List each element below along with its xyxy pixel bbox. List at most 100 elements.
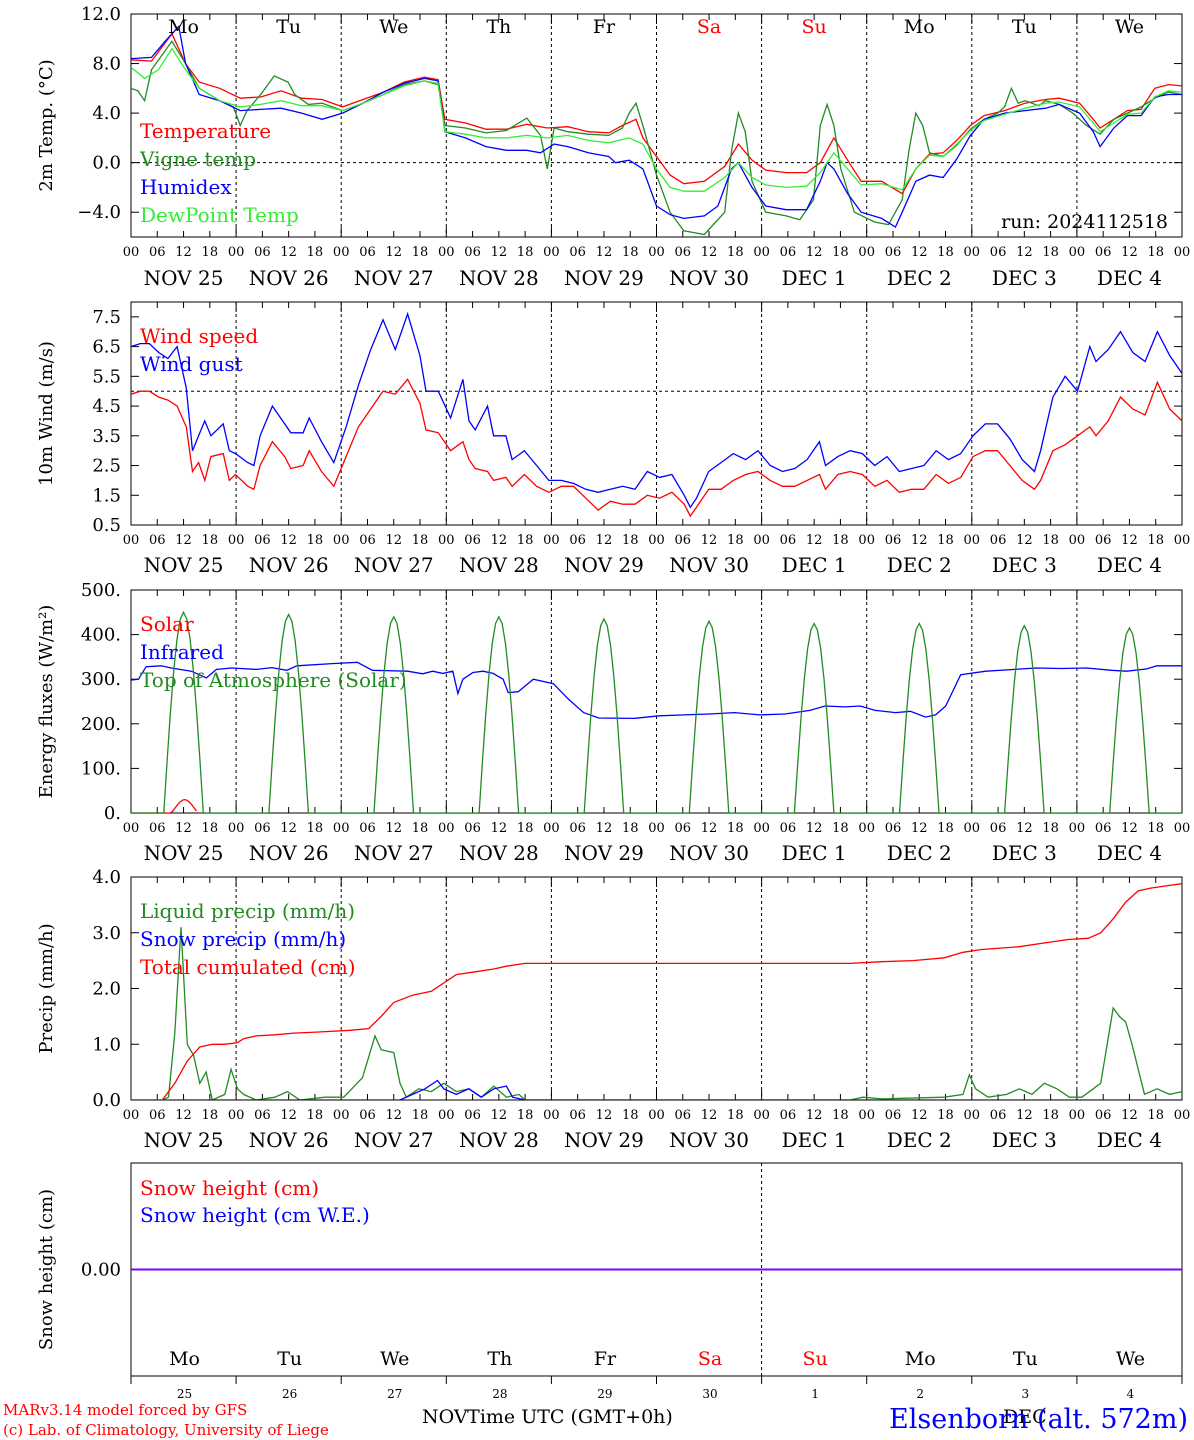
x-hour-label: 00	[438, 1108, 455, 1123]
x-date-label: NOV 30	[669, 1128, 749, 1152]
x-hour-label: 12	[806, 821, 823, 836]
x-hour-label: 18	[307, 533, 324, 548]
x-hour-label: 18	[832, 533, 849, 548]
legend-entry: DewPoint Temp	[140, 203, 299, 227]
series-line-solar	[131, 798, 198, 813]
x-date-label: DEC 1	[782, 1128, 847, 1152]
run-annotation: run: 2024112518	[1001, 211, 1168, 233]
x-date-label: DEC 2	[887, 1128, 952, 1152]
x-hour-label: 00	[228, 245, 245, 260]
x-date-label: NOV 28	[459, 266, 539, 290]
x-date-label: NOV 27	[354, 841, 434, 865]
x-hour-label: 06	[675, 245, 692, 260]
x-date-label: NOV 27	[354, 553, 434, 577]
x-hour-label: 00	[123, 1108, 140, 1123]
x-hour-label: 00	[858, 821, 875, 836]
x-hour-label: 06	[569, 533, 586, 548]
weekday-label: Sa	[698, 1348, 722, 1370]
x-hour-label: 12	[175, 821, 192, 836]
x-hour-label: 06	[1095, 533, 1112, 548]
x-date-label: DEC 1	[782, 841, 847, 865]
x-hour-label: 12	[175, 1108, 192, 1123]
weekday-label: Mo	[905, 1348, 936, 1370]
weekday-label: Th	[486, 16, 511, 38]
x-hour-label: 00	[123, 821, 140, 836]
x-hour-label: 12	[701, 1108, 718, 1123]
x-date-label: DEC 4	[1097, 1128, 1162, 1152]
y-axis-label: Snow height (cm)	[36, 1189, 57, 1350]
x-hour-label: 12	[806, 533, 823, 548]
x-date-label: NOV 30	[669, 266, 749, 290]
x-hour-label: 00	[438, 245, 455, 260]
x-hour-label: 12	[385, 1108, 402, 1123]
x-hour-label: 12	[806, 245, 823, 260]
y-tick-label: 1.5	[92, 485, 121, 506]
y-axis-label: 10m Wind (m/s)	[36, 341, 57, 486]
x-hour-label: 18	[1147, 533, 1164, 548]
x-date-label: DEC 4	[1097, 266, 1162, 290]
x-hour-label: 18	[202, 821, 219, 836]
x-hour-label: 18	[517, 1108, 534, 1123]
y-tick-label: 8.0	[92, 54, 121, 75]
x-hour-label: 06	[149, 821, 166, 836]
x-hour-label: 12	[1016, 821, 1033, 836]
weekday-label: We	[1115, 16, 1144, 38]
x-hour-label: 06	[149, 1108, 166, 1123]
x-hour-label: 06	[359, 1108, 376, 1123]
x-hour-label: 00	[648, 245, 665, 260]
legend-entry: Infrared	[140, 640, 224, 664]
y-tick-label: 12.0	[81, 4, 121, 25]
x-hour-label: 18	[307, 1108, 324, 1123]
series-line-wind-speed	[131, 378, 1182, 518]
weekday-label: Mo	[168, 16, 199, 38]
x-hour-label: 06	[780, 533, 797, 548]
x-hour-label: 12	[701, 821, 718, 836]
x-hour-label: 12	[701, 533, 718, 548]
y-axis-label: Energy fluxes (W/m²)	[36, 605, 57, 799]
x-date-label: DEC 1	[782, 266, 847, 290]
x-hour-label: 12	[806, 1108, 823, 1123]
station-label: Elsenborn (alt. 572m)	[889, 1404, 1188, 1435]
y-tick-label: 4.0	[92, 103, 121, 124]
x-date-label: DEC 2	[887, 841, 952, 865]
x-hour-label: 18	[202, 245, 219, 260]
weekday-label: Tu	[1012, 16, 1037, 38]
y-tick-label: 7.5	[92, 307, 121, 328]
x-hour-label: 12	[596, 821, 613, 836]
y-tick-label: 300.	[81, 669, 121, 690]
y-tick-label: 500.	[81, 580, 121, 601]
x-hour-label: 18	[412, 245, 429, 260]
x-hour-label: 18	[1147, 821, 1164, 836]
series-group	[131, 883, 1182, 1100]
x-hour-label: 06	[885, 1108, 902, 1123]
x-hour-label: 00	[648, 1108, 665, 1123]
x-date-label: DEC 3	[992, 1128, 1057, 1152]
x-hour-label: 18	[622, 245, 639, 260]
x-hour-label: 12	[701, 245, 718, 260]
x-hour-label: 00	[438, 821, 455, 836]
y-tick-label: 0.5	[92, 515, 121, 536]
x-hour-label: 18	[1042, 245, 1059, 260]
x-hour-label: 00	[123, 245, 140, 260]
x-hour-label: 06	[254, 821, 271, 836]
series-line-top-of-atmosphere-solar-	[131, 610, 1182, 813]
day-number-label: 27	[387, 1387, 402, 1401]
plot-frame	[130, 589, 1183, 814]
x-hour-label: 12	[911, 245, 928, 260]
day-number-label: 29	[597, 1387, 612, 1401]
x-date-label: NOV 25	[144, 1128, 224, 1152]
panel-4	[130, 876, 1183, 1101]
x-hour-label: 12	[596, 1108, 613, 1123]
x-hour-label: 12	[385, 533, 402, 548]
x-hour-label: 12	[491, 245, 508, 260]
x-hour-label: 00	[438, 533, 455, 548]
x-hour-label: 00	[333, 821, 350, 836]
x-date-label: NOV 30	[669, 841, 749, 865]
x-hour-label: 00	[858, 245, 875, 260]
plot-frame	[130, 301, 1183, 526]
weekday-label: We	[1116, 1348, 1145, 1370]
x-hour-label: 18	[937, 821, 954, 836]
y-tick-label: 200.	[81, 714, 121, 735]
x-hour-label: 12	[596, 245, 613, 260]
y-tick-label: 3.5	[92, 426, 121, 447]
